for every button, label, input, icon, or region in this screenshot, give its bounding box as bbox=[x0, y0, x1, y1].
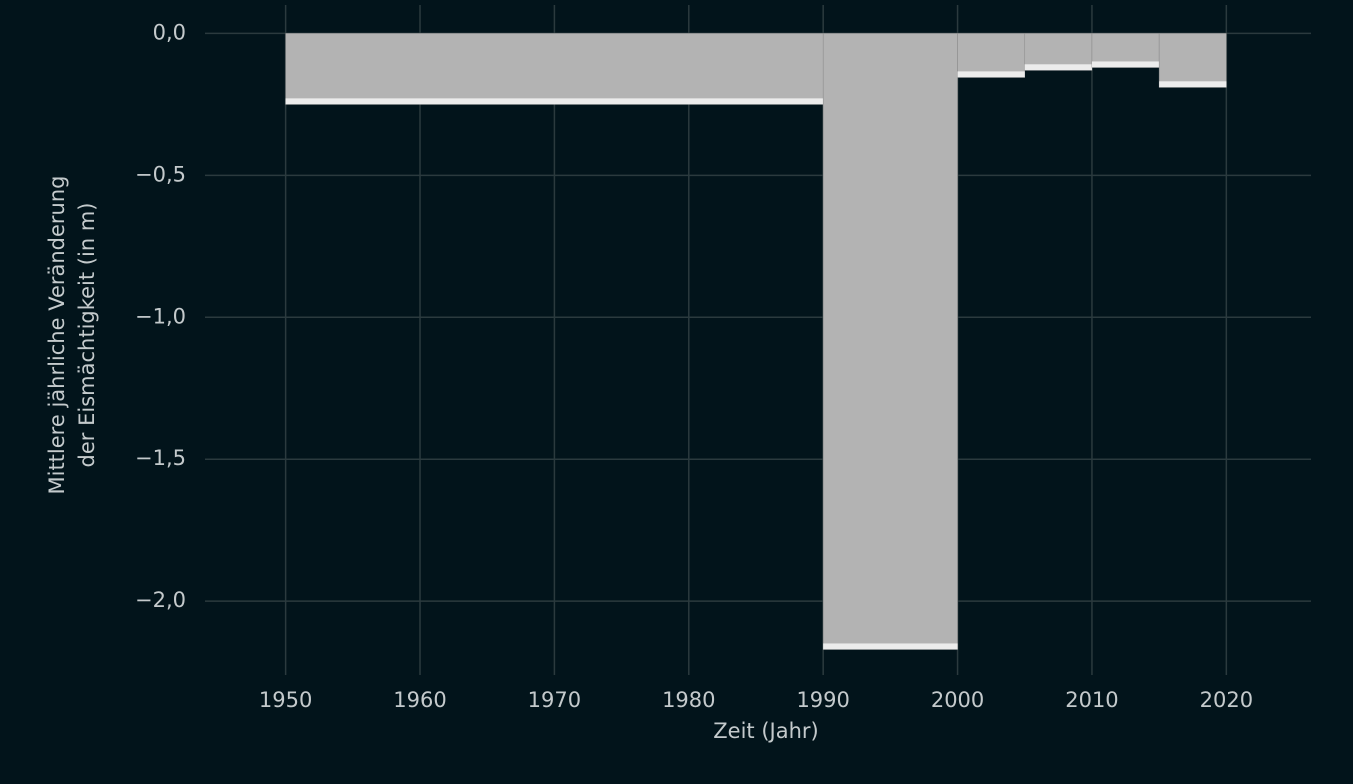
x-tick-label: 1960 bbox=[393, 688, 446, 712]
x-tick-label: 2010 bbox=[1065, 688, 1118, 712]
y-tick-label: −0,5 bbox=[135, 162, 186, 186]
x-tick-label: 1990 bbox=[796, 688, 849, 712]
x-tick-label: 1970 bbox=[528, 688, 581, 712]
y-tick-label: −1,5 bbox=[135, 446, 186, 470]
bar-edge bbox=[1159, 81, 1227, 88]
x-tick-label: 2000 bbox=[931, 688, 984, 712]
x-tick-label: 1950 bbox=[259, 688, 312, 712]
bar bbox=[285, 33, 824, 105]
y-tick-label: −2,0 bbox=[135, 588, 186, 612]
x-axis-title: Zeit (Jahr) bbox=[713, 719, 818, 743]
x-tick-label: 1980 bbox=[662, 688, 715, 712]
bars bbox=[285, 33, 1227, 650]
bar bbox=[957, 33, 1026, 78]
y-axis-title: Mittlere jährliche Veränderung der Eismä… bbox=[45, 175, 99, 494]
y-axis-title-line: Mittlere jährliche Veränderung bbox=[45, 175, 69, 494]
x-tick-label: 2020 bbox=[1200, 688, 1253, 712]
bar-edge bbox=[285, 98, 824, 105]
bar bbox=[822, 33, 958, 650]
bar-edge bbox=[1024, 64, 1092, 71]
y-tick-label: 0,0 bbox=[153, 20, 186, 44]
bar-edge bbox=[957, 71, 1025, 78]
bar bbox=[1158, 33, 1227, 88]
bar bbox=[1024, 33, 1093, 71]
y-tick-label: −1,0 bbox=[135, 304, 186, 328]
bar-edge bbox=[1091, 61, 1160, 68]
grid bbox=[205, 5, 1311, 675]
y-axis-title-line: der Eismächtigkeit (in m) bbox=[75, 203, 99, 468]
bar-edge bbox=[823, 643, 958, 650]
